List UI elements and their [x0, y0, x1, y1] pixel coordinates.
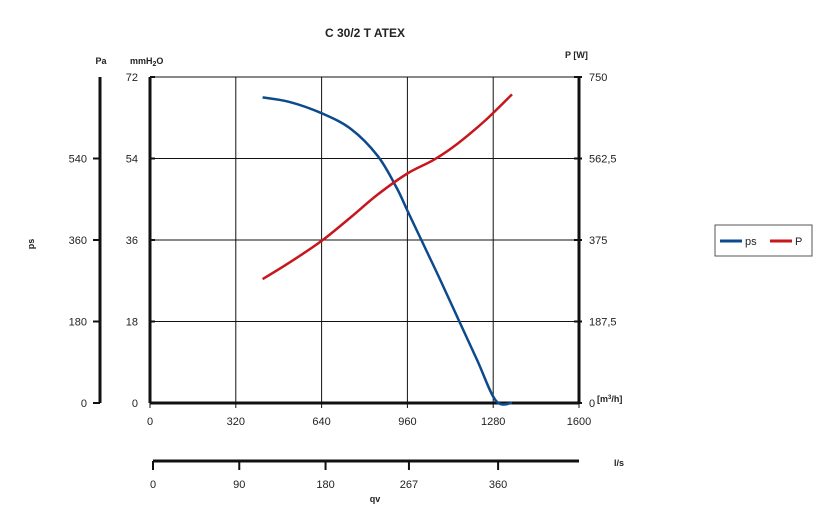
pa-tick-label: 540	[69, 154, 87, 166]
x-tick-label: 640	[312, 416, 330, 428]
ls-tick-label: 267	[400, 479, 418, 491]
x2-label: qv	[370, 494, 381, 504]
series-line-p	[261, 93, 513, 281]
y-right-tick-label: 562,5	[589, 154, 617, 166]
chart-title: C 30/2 T ATEX	[325, 26, 405, 40]
x-tick-label: 1600	[567, 416, 591, 428]
y-left-tick-label: 36	[126, 235, 138, 247]
legend-label-p: P	[795, 236, 802, 248]
y-right-tick-label: 0	[589, 398, 595, 410]
y-right-unit: P [W]	[565, 50, 588, 60]
y-right-tick-label: 375	[589, 235, 607, 247]
y-left-tick-label: 72	[126, 72, 138, 84]
ticks: 0 320 640 960 1280 1600 0 18 36 54 72 0 187,5 375 562,…	[69, 72, 617, 491]
legend: ps P	[714, 224, 813, 257]
ls-tick-label: 0	[150, 479, 156, 491]
y-right-tick-label: 187,5	[589, 317, 617, 329]
ls-tick-label: 90	[233, 479, 245, 491]
y-left-tick-label: 0	[132, 398, 138, 410]
x-tick-label: 0	[147, 416, 153, 428]
y-left-tick-label: 18	[126, 317, 138, 329]
y-pa-label: ps	[26, 239, 36, 250]
ls-tick-label: 180	[316, 479, 334, 491]
series-line-ps	[262, 96, 513, 406]
y-left-unit: mmH2O	[130, 56, 163, 68]
y-right-tick-label: 750	[589, 72, 607, 84]
x-tick-label: 960	[398, 416, 416, 428]
pa-tick-label: 0	[81, 398, 87, 410]
legend-label-ps: ps	[745, 236, 757, 248]
ls-tick-label: 360	[489, 479, 507, 491]
x-unit: [m3/h]	[597, 394, 622, 404]
x2-unit: l/s	[614, 458, 624, 468]
pa-tick-label: 180	[69, 317, 87, 329]
grid	[150, 76, 579, 403]
y-left-tick-label: 54	[126, 154, 138, 166]
pa-unit: Pa	[95, 56, 107, 66]
pa-tick-label: 360	[69, 235, 87, 247]
series-layer	[261, 93, 513, 406]
x-tick-label: 320	[227, 416, 245, 428]
x-tick-label: 1280	[481, 416, 505, 428]
